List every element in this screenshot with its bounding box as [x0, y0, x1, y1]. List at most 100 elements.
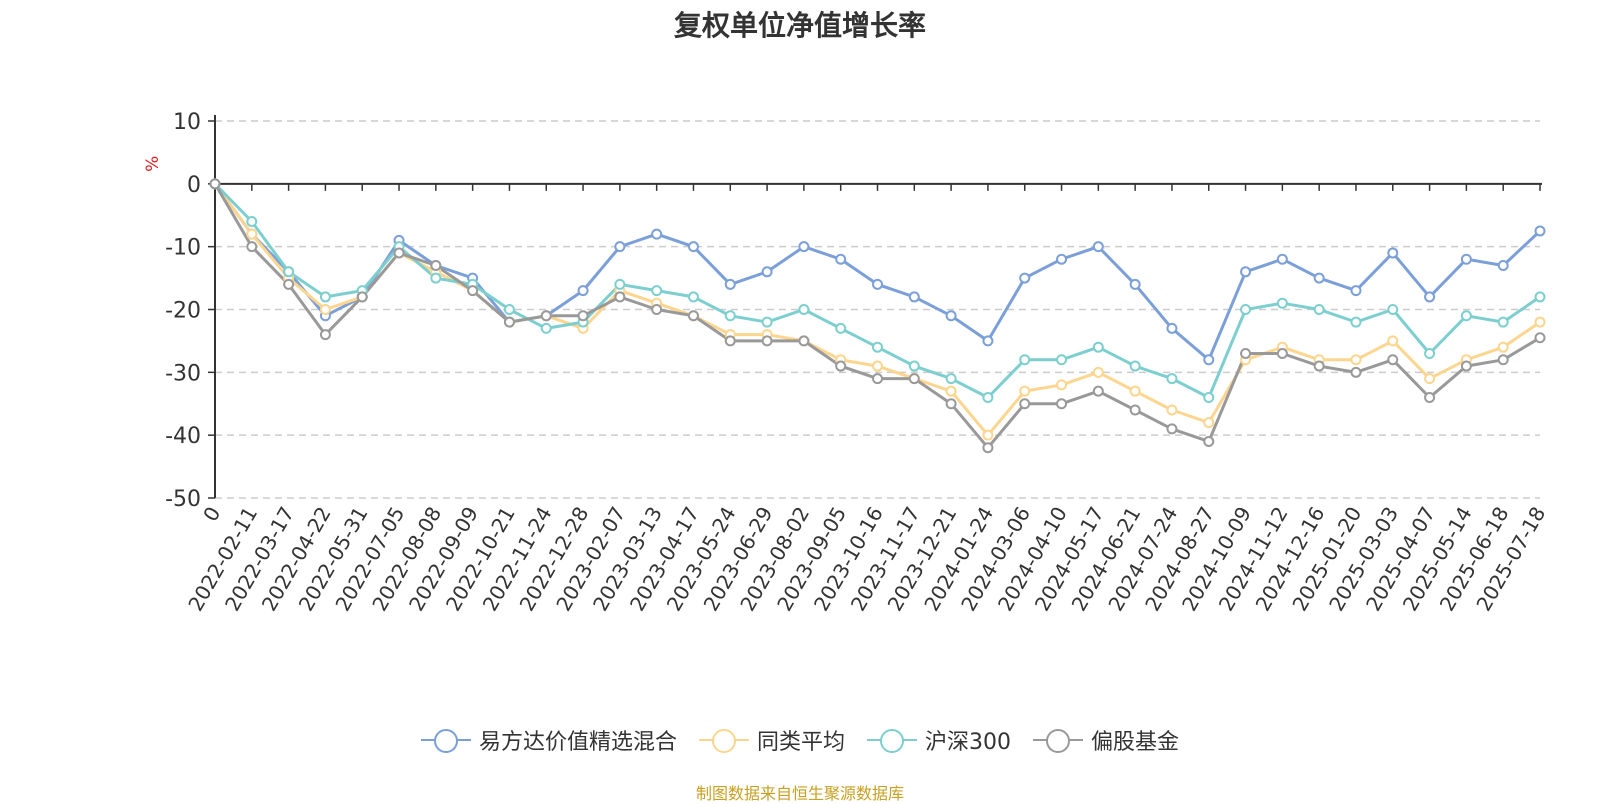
- data-point: [1129, 278, 1141, 290]
- data-point: [798, 241, 810, 253]
- data-point: [1019, 385, 1031, 397]
- data-point: [1056, 398, 1068, 410]
- data-point: [1056, 253, 1068, 265]
- data-point: [319, 304, 331, 315]
- legend-item[interactable]: 同类平均: [698, 724, 845, 756]
- data-point: [319, 329, 331, 341]
- data-point: [540, 310, 552, 322]
- data-point: [1497, 316, 1509, 328]
- y-tick-label: -40: [165, 424, 201, 449]
- data-point: [798, 335, 810, 347]
- data-point: [872, 341, 883, 353]
- legend-item[interactable]: 偏股基金: [1033, 724, 1179, 756]
- data-point: [1056, 379, 1068, 391]
- data-point: [1350, 354, 1362, 366]
- legend-label: 沪深300: [925, 730, 1011, 755]
- legend-item[interactable]: 沪深300: [867, 724, 1011, 756]
- data-point: [1424, 373, 1436, 385]
- source-note: 制图数据来自恒生聚源数据库: [695, 784, 904, 803]
- data-point: [1019, 398, 1031, 410]
- chart-title: 复权单位净值增长率: [673, 9, 926, 42]
- data-point: [319, 291, 331, 303]
- y-tick-label: -20: [165, 299, 201, 324]
- series-line: [213, 182, 1542, 362]
- data-point: [1019, 354, 1031, 366]
- y-tick-label: -10: [165, 236, 201, 261]
- data-point: [1129, 385, 1141, 397]
- data-point: [1203, 354, 1215, 366]
- data-point: [761, 335, 773, 347]
- data-point: [430, 260, 442, 272]
- legend-swatch: [698, 728, 749, 753]
- y-axis-label: %: [143, 156, 163, 172]
- data-point: [283, 278, 295, 290]
- legend-label: 易方达价值精选混合: [478, 730, 677, 755]
- legend-swatch: [867, 728, 917, 753]
- data-point: [1497, 341, 1509, 353]
- data-point: [1460, 360, 1472, 372]
- data-point: [945, 398, 957, 410]
- data-point: [1019, 272, 1031, 284]
- data-point: [1534, 332, 1546, 344]
- line-chart: 100-10-20-30-40-50%02022-02-112022-03-17…: [143, 110, 1550, 615]
- data-point: [1424, 291, 1436, 303]
- data-point: [982, 391, 994, 403]
- data-point: [467, 285, 479, 297]
- data-point: [872, 360, 883, 372]
- data-point: [246, 241, 258, 253]
- legend-swatch: [1033, 728, 1083, 753]
- data-point: [1387, 247, 1399, 259]
- legend-label: 偏股基金: [1091, 730, 1180, 755]
- data-point: [835, 253, 847, 265]
- y-tick-label: 10: [173, 110, 201, 135]
- data-point: [1313, 272, 1325, 284]
- data-point: [945, 385, 957, 397]
- data-point: [1387, 335, 1399, 347]
- data-point: [908, 291, 920, 303]
- legend-item[interactable]: 易方达价值精选混合: [420, 724, 677, 756]
- data-point: [503, 304, 515, 315]
- data-point: [1387, 304, 1399, 315]
- data-point: [798, 304, 810, 315]
- data-point: [687, 241, 699, 253]
- data-point: [1129, 360, 1141, 372]
- data-point: [651, 285, 663, 297]
- data-point: [209, 178, 221, 190]
- data-point: [614, 291, 626, 303]
- data-point: [1424, 347, 1436, 359]
- data-point: [1460, 310, 1472, 322]
- data-point: [945, 310, 957, 322]
- data-point: [1166, 423, 1178, 435]
- y-tick-label: 0: [187, 173, 201, 198]
- data-point: [908, 373, 920, 385]
- data-point: [1313, 304, 1325, 315]
- data-point: [577, 310, 589, 322]
- data-point: [356, 291, 368, 303]
- data-point: [1534, 291, 1546, 303]
- data-point: [651, 228, 663, 240]
- data-point: [1092, 341, 1104, 353]
- data-point: [687, 291, 699, 303]
- data-point: [687, 310, 699, 322]
- data-point: [1534, 316, 1546, 328]
- data-point: [872, 373, 883, 385]
- x-tick-label: 0: [198, 503, 225, 526]
- data-point: [1276, 253, 1288, 265]
- data-point: [724, 335, 736, 347]
- data-point: [1350, 366, 1362, 378]
- data-point: [1313, 360, 1325, 372]
- data-point: [1166, 404, 1178, 416]
- data-point: [393, 247, 405, 259]
- data-point: [1240, 304, 1252, 315]
- data-point: [430, 272, 442, 284]
- data-point: [1497, 260, 1509, 272]
- data-point: [1497, 354, 1509, 366]
- data-point: [1387, 354, 1399, 366]
- data-point: [982, 335, 994, 347]
- data-point: [1092, 366, 1104, 378]
- data-point: [577, 285, 589, 297]
- chart-legend: 易方达价值精选混合 同类平均 沪深300 偏股基金: [0, 720, 1600, 760]
- y-tick-label: -30: [165, 361, 201, 386]
- data-point: [1350, 316, 1362, 328]
- data-point: [945, 373, 957, 385]
